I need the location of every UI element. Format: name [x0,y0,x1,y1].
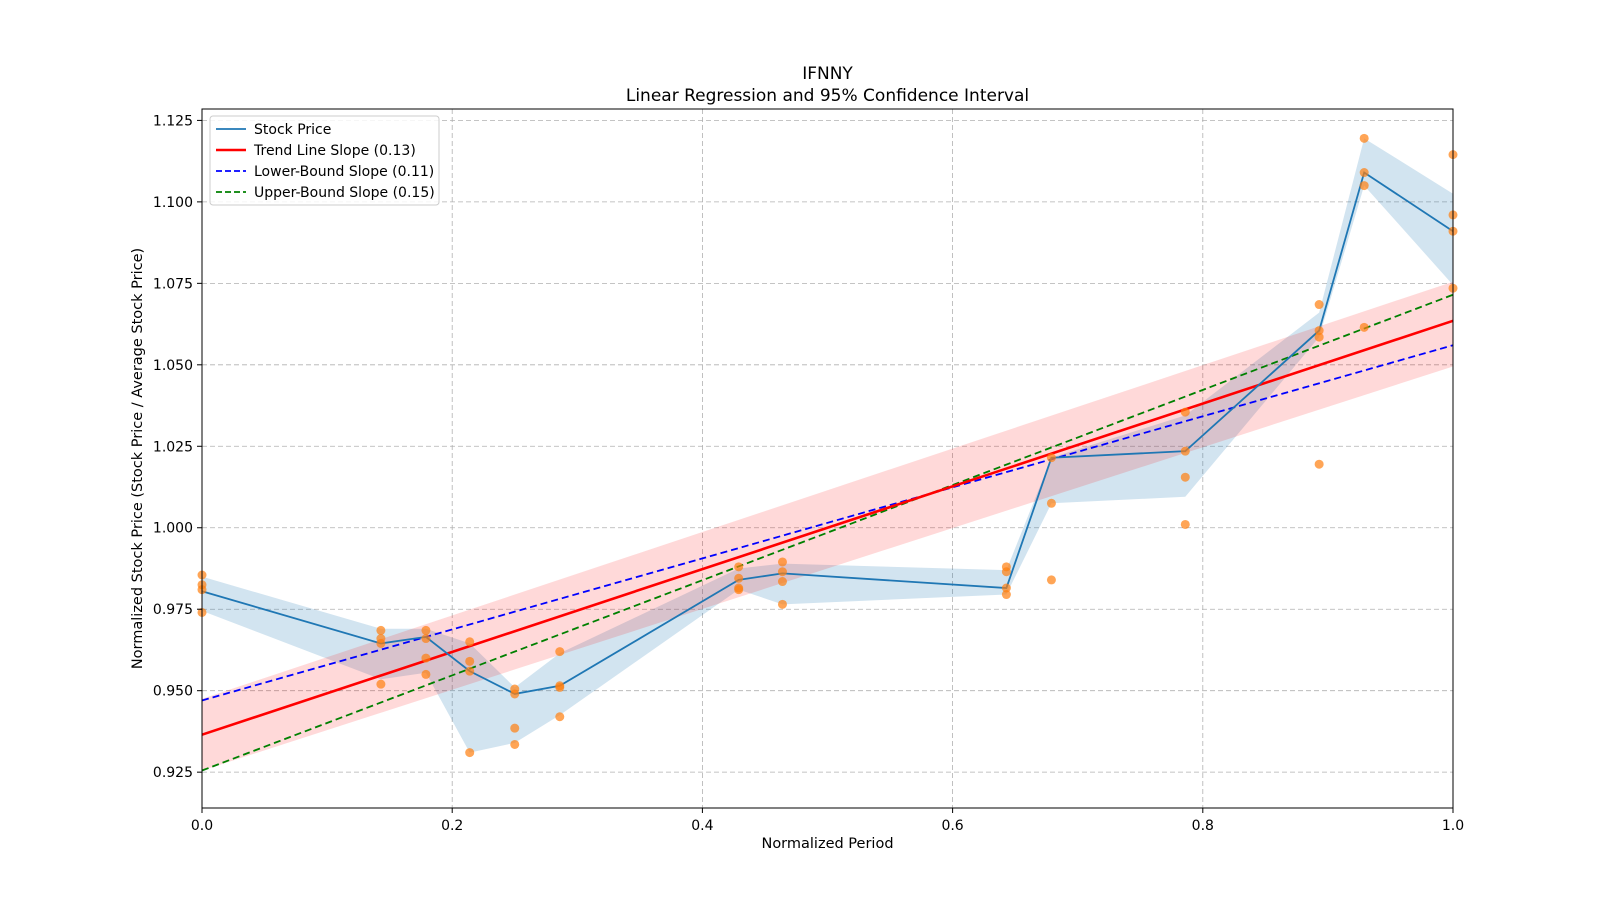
x-tick-label: 0.0 [191,818,213,834]
data-point [376,638,386,648]
data-point [555,647,565,657]
data-point [777,567,787,577]
chart-subtitle: Linear Regression and 95% Confidence Int… [626,86,1029,106]
x-tick-label: 0.8 [1192,818,1214,834]
data-point [421,669,431,679]
data-point [421,634,431,644]
data-point [734,573,744,583]
data-point [734,562,744,572]
y-axis-ticks: 0.925 0.950 0.975 1.000 1.025 1.050 1.075 1.100… [153,113,202,781]
data-point [376,625,386,635]
data-point [1180,446,1190,456]
data-point [1001,567,1011,577]
data-point [1046,575,1056,585]
legend-label: Upper-Bound Slope (0.15) [254,185,435,201]
y-tick-label: 0.950 [153,684,193,700]
data-point [1359,168,1369,178]
plot-area-frame [201,108,1454,809]
line-layer [201,171,1454,772]
x-tick-label: 0.2 [441,818,463,834]
data-point [1359,133,1369,143]
data-point [1180,407,1190,417]
data-point [555,712,565,722]
data-point [1314,326,1324,336]
data-point [1046,453,1056,463]
legend-label: Stock Price [254,122,331,138]
data-point [1001,590,1011,600]
data-point [510,689,520,699]
legend-label: Lower-Bound Slope (0.11) [254,164,434,180]
x-tick-label: 0.6 [941,818,963,834]
x-tick-label: 0.4 [691,818,713,834]
y-tick-label: 0.975 [153,602,193,618]
y-tick-label: 1.025 [153,439,193,455]
data-point [1001,583,1011,593]
stock-price-confidence-band [202,138,1453,753]
data-point [1180,472,1190,482]
data-point [465,656,475,666]
data-point [465,637,475,647]
legend-label: Trend Line Slope (0.13) [253,143,416,159]
legend-box [209,115,440,206]
data-point [376,679,386,689]
lower-bound-slope-line [201,344,1454,702]
data-point [421,653,431,663]
upper-bound-slope-line [201,293,1454,772]
band-layer [202,138,1453,771]
data-point [777,557,787,567]
data-point [1314,459,1324,469]
x-axis-ticks: 0.0 0.2 0.4 0.6 0.8 1.0 [191,808,1464,834]
chart-title: IFNNY [802,64,853,84]
data-point [777,599,787,609]
y-tick-label: 1.000 [153,521,193,537]
y-tick-label: 0.925 [153,765,193,781]
data-point [510,723,520,733]
data-point [1314,300,1324,310]
data-point [734,585,744,595]
data-point [777,577,787,587]
data-point [421,625,431,635]
data-point [1180,519,1190,529]
data-point [555,682,565,692]
x-tick-label: 1.0 [1442,818,1464,834]
stock-price-line [201,171,1454,695]
data-point [465,748,475,758]
y-tick-label: 1.050 [153,358,193,374]
data-point [465,666,475,676]
data-point [1359,322,1369,332]
data-point [510,739,520,749]
data-point [1314,332,1324,342]
y-tick-label: 1.125 [153,113,193,129]
legend: Stock Price Trend Line Slope (0.13) Lower-… [209,115,440,206]
data-point [1359,181,1369,191]
y-axis-label: Normalized Stock Price (Stock Price / Av… [130,248,146,669]
trend-line [201,319,1454,736]
x-axis-label: Normalized Period [761,836,893,852]
y-tick-label: 1.075 [153,276,193,292]
y-tick-label: 1.100 [153,195,193,211]
trend-confidence-band [202,281,1453,771]
data-point [1046,498,1056,508]
